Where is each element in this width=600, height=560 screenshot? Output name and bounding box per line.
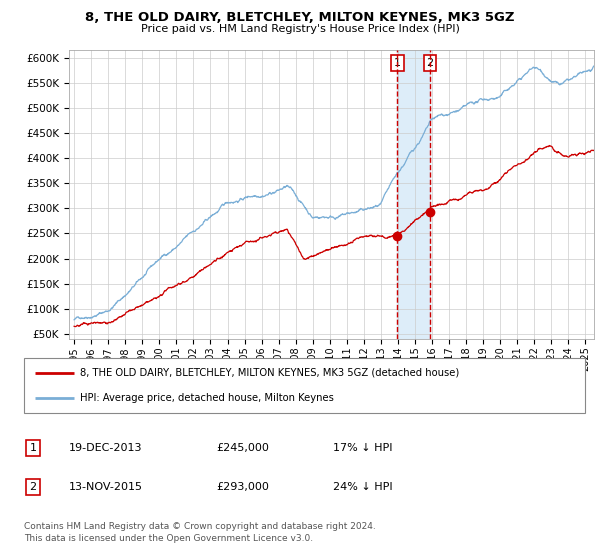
- Text: 17% ↓ HPI: 17% ↓ HPI: [333, 443, 392, 453]
- Text: 19-DEC-2013: 19-DEC-2013: [69, 443, 143, 453]
- Text: 1: 1: [394, 58, 401, 68]
- Text: Contains HM Land Registry data © Crown copyright and database right 2024.
This d: Contains HM Land Registry data © Crown c…: [24, 522, 376, 543]
- Text: 8, THE OLD DAIRY, BLETCHLEY, MILTON KEYNES, MK3 5GZ (detached house): 8, THE OLD DAIRY, BLETCHLEY, MILTON KEYN…: [80, 368, 460, 377]
- Text: HPI: Average price, detached house, Milton Keynes: HPI: Average price, detached house, Milt…: [80, 393, 334, 403]
- Text: Price paid vs. HM Land Registry's House Price Index (HPI): Price paid vs. HM Land Registry's House …: [140, 24, 460, 34]
- Text: 8, THE OLD DAIRY, BLETCHLEY, MILTON KEYNES, MK3 5GZ: 8, THE OLD DAIRY, BLETCHLEY, MILTON KEYN…: [85, 11, 515, 24]
- Bar: [397, 50, 430, 339]
- Text: £293,000: £293,000: [216, 482, 269, 492]
- Text: 1: 1: [29, 443, 37, 453]
- Text: 13-NOV-2015: 13-NOV-2015: [69, 482, 143, 492]
- Text: 2: 2: [426, 58, 433, 68]
- Text: 2: 2: [29, 482, 37, 492]
- Text: 24% ↓ HPI: 24% ↓ HPI: [333, 482, 392, 492]
- Text: £245,000: £245,000: [216, 443, 269, 453]
